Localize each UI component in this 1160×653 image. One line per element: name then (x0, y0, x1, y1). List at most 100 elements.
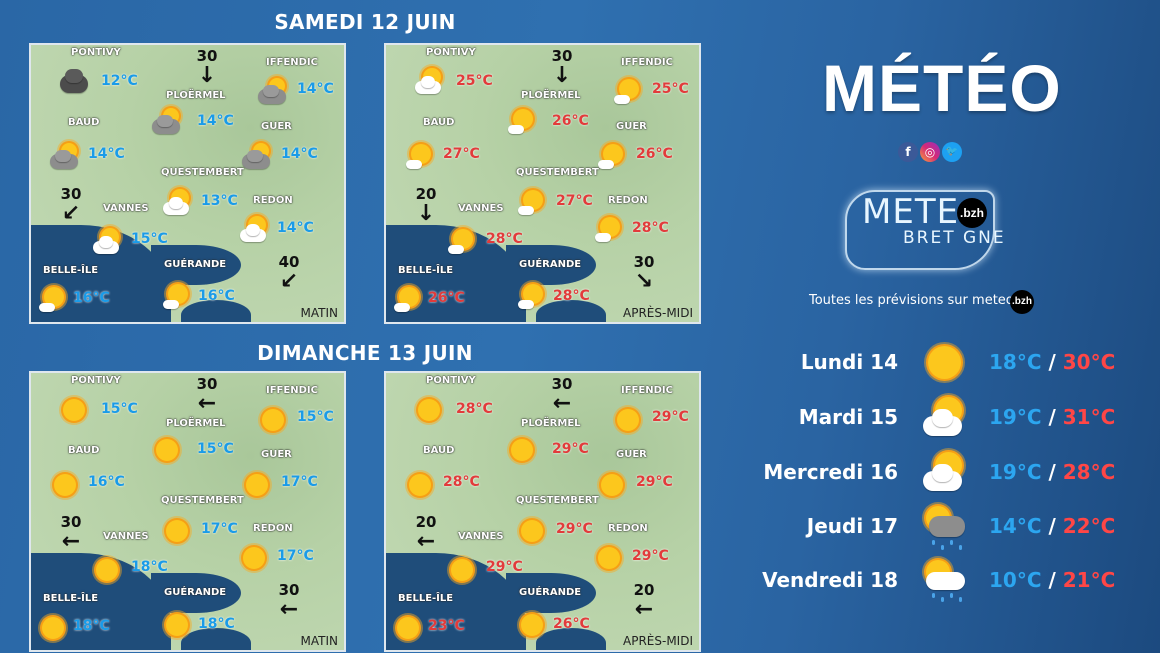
sun-icon (404, 470, 436, 500)
brand-line1: METE (862, 192, 960, 232)
wind-indicator: 30 ↘ (624, 253, 664, 297)
grey-cloud-sun-icon (151, 107, 183, 137)
city-temperature: 25°C (652, 81, 689, 97)
weather-map: PONTIVY 12°C PLOËRMEL 14°C IFFENDIC 14°C BAUD 1… (29, 43, 346, 324)
city-label: BELLE-ÎLE (398, 265, 454, 276)
city-temperature: 26°C (552, 113, 589, 129)
wind-speed: 30 (60, 185, 82, 203)
sun-small-cloud-icon (516, 282, 548, 312)
forecast-row: Jeudi 17 14°C / 22°C (760, 504, 1140, 550)
wind-arrow-icon: ← (197, 391, 217, 416)
sun-icon (446, 555, 478, 585)
tagline-bzh-link[interactable]: .bzh (1010, 290, 1034, 314)
sea (181, 300, 251, 322)
wind-indicator: 30 ← (51, 513, 91, 557)
sun-small-cloud-icon (593, 215, 625, 245)
city-label: QUESTEMBERT (516, 167, 599, 178)
brittany-outline-logo (845, 190, 995, 270)
sun-cloud-rain-icon (920, 558, 968, 604)
sun-icon (151, 435, 183, 465)
wind-speed: 30 (278, 581, 300, 599)
day-title-0: SAMEDI 12 JUIN (274, 10, 456, 34)
forecast-min: 18°C (989, 350, 1042, 374)
twitter-icon[interactable]: 🐦 (942, 142, 962, 162)
sun-icon (920, 340, 968, 386)
city-temperature: 26°C (636, 146, 673, 162)
wind-indicator: 40 ↙ (269, 253, 309, 297)
city-temperature: 14°C (277, 220, 314, 236)
wind-indicator: 20 ← (406, 513, 446, 557)
forecast-max: 30°C (1062, 350, 1116, 374)
forecast-row: Lundi 14 18°C / 30°C (760, 340, 1140, 386)
wind-speed: 20 (415, 513, 437, 531)
city-label: VANNES (103, 531, 149, 542)
city-label: REDON (608, 195, 648, 206)
city-temperature: 14°C (88, 146, 125, 162)
city-temperature: 29°C (636, 474, 673, 490)
sun-small-cloud-icon (612, 77, 644, 107)
weather-map: PONTIVY 28°C PLOËRMEL 29°C IFFENDIC 29°C BAUD 2… (384, 371, 701, 652)
forecast-row: Mercredi 16 19°C / 28°C (760, 450, 1140, 496)
city-label: GUÉRANDE (164, 587, 227, 598)
brand-bzh-badge: .bzh (957, 198, 987, 228)
separator: / (1041, 568, 1063, 592)
day-title-1: DIMANCHE 13 JUIN (257, 341, 473, 365)
city-temperature: 14°C (197, 113, 234, 129)
forecast-min: 10°C (989, 568, 1042, 592)
sun-small-cloud-icon (392, 285, 424, 315)
sun-icon (161, 516, 193, 546)
city-temperature: 28°C (486, 231, 523, 247)
period-label: MATIN (300, 634, 338, 648)
instagram-icon[interactable]: ◎ (920, 142, 940, 162)
city-label: QUESTEMBERT (516, 495, 599, 506)
sea (151, 573, 241, 613)
sun-small-cloud-icon (404, 142, 436, 172)
brand-line2: BRET GNE (903, 228, 1006, 248)
facebook-icon[interactable]: f (898, 142, 918, 162)
city-temperature: 17°C (281, 474, 318, 490)
city-temperature: 18°C (131, 559, 168, 575)
city-temperature: 16°C (88, 474, 125, 490)
city-label: REDON (253, 195, 293, 206)
forecast-day: Mardi 15 (798, 405, 898, 429)
city-label: REDON (608, 523, 648, 534)
sun-icon (58, 395, 90, 425)
city-label: IFFENDIC (621, 57, 673, 68)
sun-grey-cloud-rain-icon (920, 504, 968, 550)
city-temperature: 15°C (197, 441, 234, 457)
city-temperature: 29°C (552, 441, 589, 457)
city-temperature: 14°C (281, 146, 318, 162)
forecast-day: Jeudi 17 (806, 514, 898, 538)
city-label: PONTIVY (71, 375, 121, 386)
sun-icon (238, 543, 270, 573)
sun-cloud-icon (91, 227, 123, 257)
city-temperature: 12°C (101, 73, 138, 89)
city-temperature: 14°C (297, 81, 334, 97)
sun-icon (516, 516, 548, 546)
city-label: BAUD (68, 117, 100, 128)
sea (151, 245, 241, 285)
period-label: APRÈS-MIDI (623, 634, 693, 648)
wind-speed: 30 (551, 375, 573, 393)
sea (536, 628, 606, 650)
city-temperature: 18°C (73, 618, 110, 634)
period-label: MATIN (300, 306, 338, 320)
city-temperature: 15°C (131, 231, 168, 247)
separator: / (1041, 350, 1063, 374)
wind-indicator: 30 ← (542, 375, 582, 419)
sun-icon (91, 555, 123, 585)
forecast-min: 19°C (989, 460, 1042, 484)
forecast-row: Vendredi 18 10°C / 21°C (760, 558, 1140, 604)
sun-small-cloud-icon (161, 282, 193, 312)
city-temperature: 29°C (486, 559, 523, 575)
city-label: QUESTEMBERT (161, 167, 244, 178)
city-label: GUER (261, 449, 292, 460)
city-temperature: 15°C (297, 409, 334, 425)
dark-cloud-icon (58, 67, 90, 97)
wind-arrow-icon: ← (279, 597, 299, 622)
city-label: PONTIVY (71, 47, 121, 58)
forecast-min: 14°C (989, 514, 1042, 538)
city-temperature: 16°C (73, 290, 110, 306)
city-label: REDON (253, 523, 293, 534)
wind-speed: 30 (551, 47, 573, 65)
